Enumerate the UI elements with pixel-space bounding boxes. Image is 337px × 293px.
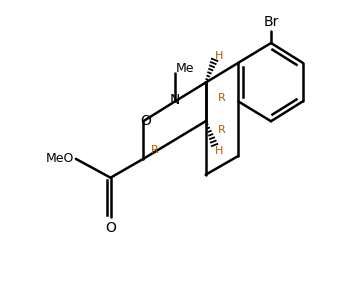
Text: R: R [151, 145, 159, 155]
Text: Br: Br [263, 15, 279, 29]
Text: MeO: MeO [46, 152, 74, 165]
Text: R: R [218, 93, 225, 103]
Text: Me: Me [176, 62, 194, 75]
Text: R: R [218, 125, 225, 135]
Text: H: H [215, 51, 224, 61]
Text: H: H [215, 146, 224, 156]
Text: N: N [170, 93, 180, 108]
Text: O: O [140, 114, 151, 128]
Text: O: O [105, 221, 116, 235]
